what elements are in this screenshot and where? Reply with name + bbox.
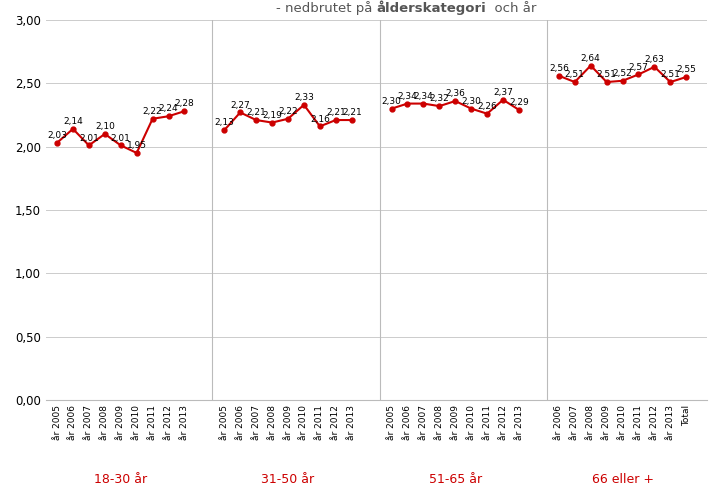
Text: 2,22: 2,22	[143, 107, 162, 116]
Text: 2,30: 2,30	[461, 97, 481, 106]
Text: 2,03: 2,03	[47, 131, 67, 140]
Text: 2,33: 2,33	[294, 93, 314, 102]
Text: 2,29: 2,29	[509, 98, 529, 107]
Text: 2,56: 2,56	[549, 64, 569, 73]
Text: 31-50 år: 31-50 år	[261, 473, 315, 486]
Text: 2,52: 2,52	[613, 69, 632, 78]
Text: 2,57: 2,57	[629, 63, 648, 72]
Text: 2,14: 2,14	[63, 117, 83, 126]
Text: 2,26: 2,26	[477, 102, 497, 111]
Text: 2,24: 2,24	[159, 104, 178, 113]
Text: 2,51: 2,51	[596, 70, 617, 79]
Text: 1,95: 1,95	[126, 141, 147, 150]
Text: 2,13: 2,13	[214, 118, 234, 127]
Text: 2,36: 2,36	[445, 89, 465, 98]
Text: 51-65 år: 51-65 år	[429, 473, 482, 486]
Text: 2,21: 2,21	[342, 108, 362, 117]
Text: 2,34: 2,34	[398, 92, 417, 101]
Text: 2,21: 2,21	[246, 108, 266, 117]
Text: 2,51: 2,51	[661, 70, 680, 79]
Text: och år: och år	[486, 2, 536, 15]
Text: 2,64: 2,64	[580, 54, 601, 63]
Text: 2,55: 2,55	[677, 65, 696, 74]
Text: - nedbrutet på: - nedbrutet på	[276, 1, 376, 15]
Text: 2,01: 2,01	[110, 134, 131, 143]
Text: 2,10: 2,10	[95, 122, 115, 131]
Text: ålderskategori: ålderskategori	[376, 1, 486, 15]
Text: 2,34: 2,34	[414, 92, 433, 101]
Text: 66 eller +: 66 eller +	[591, 473, 653, 486]
Text: 2,51: 2,51	[565, 70, 585, 79]
Text: 2,37: 2,37	[493, 88, 513, 97]
Text: 2,21: 2,21	[326, 108, 346, 117]
Text: 2,28: 2,28	[175, 99, 194, 108]
Text: 2,22: 2,22	[278, 107, 298, 116]
Text: 2,27: 2,27	[230, 101, 250, 110]
Text: 2,01: 2,01	[79, 134, 99, 143]
Text: 2,32: 2,32	[430, 94, 449, 103]
Text: 2,19: 2,19	[262, 111, 282, 120]
Text: 2,16: 2,16	[310, 115, 330, 124]
Text: 2,63: 2,63	[645, 55, 664, 64]
Text: 18-30 år: 18-30 år	[94, 473, 147, 486]
Text: 2,30: 2,30	[382, 97, 401, 106]
